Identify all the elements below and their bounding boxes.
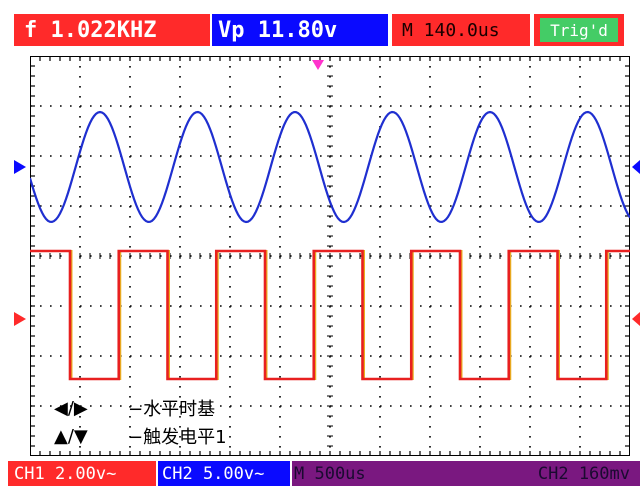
timebase-trigger-bar: M 500us CH2 160mv [292, 461, 640, 486]
timebase-readout: M 140.0us [392, 14, 530, 46]
ch1-scale-badge[interactable]: CH1 2.00v~ [8, 461, 156, 486]
help-trigger-level: ▲/▼ −触发电平1 [54, 423, 227, 449]
left-right-arrows-icon: ◀/▶ [54, 397, 88, 419]
ch2-waveform [30, 249, 630, 381]
frequency-readout: f 1.022KHZ [14, 14, 210, 46]
trigger-status-badge: Trig'd [534, 14, 624, 46]
status-footer: CH1 2.00v~ CH2 5.00v~ M 500us CH2 160mv [0, 461, 640, 486]
ch1-ground-marker-icon [14, 160, 26, 174]
ch1-waveform [30, 110, 630, 224]
trigger-status-label: Trig'd [540, 18, 618, 42]
up-down-arrows-icon: ▲/▼ [54, 425, 88, 447]
help-timebase: ◀/▶ −水平时基 [54, 395, 215, 421]
graticule-grid [30, 56, 630, 456]
main-timebase-readout: M 500us [294, 463, 366, 484]
help-trigger-level-label: −触发电平1 [128, 427, 227, 448]
status-header: f 1.022KHZ Vp 11.80v M 140.0us Trig'd [0, 0, 640, 52]
vpeak-readout: Vp 11.80v [212, 14, 388, 46]
oscilloscope-display[interactable] [30, 56, 630, 456]
ch2-square-trace [30, 249, 630, 381]
ch2-scale-badge[interactable]: CH2 5.00v~ [158, 461, 290, 486]
ch1-level-marker-icon [632, 160, 640, 174]
trigger-level-readout: CH2 160mv [537, 463, 630, 484]
ch2-trigger-level-marker-icon [632, 312, 640, 326]
ch2-ground-marker-icon [14, 312, 26, 326]
ch1-sine-trace [30, 110, 630, 224]
help-timebase-label: −水平时基 [128, 399, 216, 420]
